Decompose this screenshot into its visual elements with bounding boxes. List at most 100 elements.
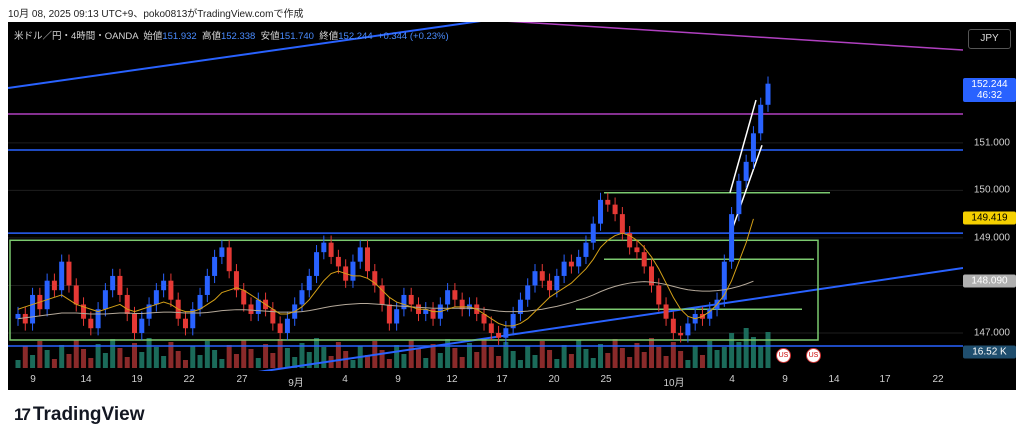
trend-line-upper <box>8 22 482 89</box>
volume-bar <box>721 347 727 368</box>
x-tick-label: 9 <box>782 374 788 385</box>
volume-bar <box>415 349 421 368</box>
candle-body <box>423 309 429 314</box>
time-axis[interactable]: 9 14 19 22 27 9月 4 9 12 17 20 25 10月 4 9 14 17 22 <box>8 371 963 390</box>
volume-bar <box>117 348 123 368</box>
x-tick-label: 20 <box>548 374 560 385</box>
volume-bar <box>707 341 713 368</box>
open-label: 始値 <box>143 31 163 42</box>
volume-bar <box>190 346 196 368</box>
volume-bar <box>350 360 356 368</box>
volume-bar <box>539 341 545 368</box>
volume-bar <box>714 350 720 368</box>
close-label: 終値 <box>319 31 339 42</box>
tradingview-logo: 17 TradingView <box>14 404 145 426</box>
candle-body <box>532 271 538 286</box>
candle-body <box>88 318 94 329</box>
volume-bar <box>627 357 633 368</box>
volume-bar <box>765 332 771 368</box>
currency-button[interactable]: JPY <box>968 29 1011 49</box>
candle-body <box>219 247 225 257</box>
candle-body <box>379 285 385 305</box>
candle-body <box>401 294 407 310</box>
volume-bar <box>583 349 589 368</box>
candle-body <box>153 290 159 305</box>
volume-bar <box>102 353 108 368</box>
price-tag: 152.244 46:32 <box>963 77 1016 102</box>
y-tick-label: 147.000 <box>973 327 1010 339</box>
candle-body <box>765 83 771 105</box>
candle-body <box>481 313 487 324</box>
volume-bar <box>474 352 480 368</box>
volume-bar <box>270 353 276 368</box>
x-tick-label: 17 <box>496 374 508 385</box>
candle-body <box>743 161 749 181</box>
volume-bar <box>423 358 429 368</box>
candle-body <box>656 285 662 305</box>
volume-bar <box>750 337 756 368</box>
volume-bar <box>729 333 735 368</box>
candle-body <box>365 247 371 272</box>
candle-body <box>736 180 742 215</box>
volume-bar <box>277 339 283 368</box>
candle-body <box>619 214 625 234</box>
candle-body <box>496 332 502 338</box>
close-value: 152.244 <box>338 31 373 42</box>
volume-bar <box>437 353 443 368</box>
candle-body <box>284 318 290 333</box>
volume-bar <box>161 356 167 368</box>
candle-body <box>350 261 356 281</box>
plot-svg[interactable] <box>8 22 963 390</box>
volume-bar <box>678 351 684 368</box>
volume-bar <box>619 348 625 368</box>
price-chart[interactable]: 米ドル／円・4時間・OANDA 始値151.932 高値152.338 安値15… <box>8 22 963 390</box>
candle-body <box>124 294 130 314</box>
candle-body <box>204 275 210 295</box>
candle-body <box>459 299 465 310</box>
volume-bar <box>132 343 138 368</box>
candle-body <box>270 309 276 324</box>
x-tick-label: 17 <box>879 374 891 385</box>
low-value: 151.740 <box>279 31 314 42</box>
volume-bar <box>110 339 116 368</box>
candle-body <box>394 309 400 324</box>
volume-bar <box>692 346 698 368</box>
candle-body <box>233 271 239 291</box>
volume-bar <box>37 341 43 368</box>
volume-bar <box>598 344 604 368</box>
x-tick-label: 19 <box>131 374 143 385</box>
x-tick-label: 9月 <box>288 378 304 389</box>
candle-body <box>117 275 123 295</box>
candle-body <box>73 285 79 305</box>
volume-bar <box>212 350 218 368</box>
volume-bar <box>547 350 553 368</box>
candle-body <box>503 328 509 338</box>
volume-bar <box>496 356 502 368</box>
candle-body <box>102 290 108 310</box>
volume-bar <box>59 345 65 368</box>
x-tick-label: 14 <box>80 374 92 385</box>
candle-body <box>299 290 305 305</box>
price-axis[interactable]: JPY 147.000148.000149.000150.000151.0001… <box>963 22 1016 390</box>
symbol-legend: 米ドル／円・4時間・OANDA 始値151.932 高値152.338 安値15… <box>14 28 449 42</box>
us-event-icon[interactable]: US <box>776 348 791 363</box>
low-label: 安値 <box>260 31 280 42</box>
volume-bar <box>66 354 72 368</box>
candle-body <box>197 294 203 310</box>
volume-bar <box>321 347 327 368</box>
us-event-icon[interactable]: US <box>806 348 821 363</box>
volume-bar <box>197 355 203 368</box>
candle-body <box>488 323 494 333</box>
candle-body <box>372 271 378 286</box>
volume-bar <box>568 354 574 368</box>
volume-bar <box>525 346 531 368</box>
volume-bar <box>743 328 749 368</box>
high-label: 高値 <box>201 31 221 42</box>
volume-bar <box>605 353 611 368</box>
x-tick-label: 10月 <box>663 378 685 389</box>
candle-body <box>729 214 735 262</box>
volume-bar <box>401 354 407 368</box>
candle-body <box>182 318 188 329</box>
x-tick-label: 27 <box>236 374 248 385</box>
candle-body <box>547 280 553 291</box>
